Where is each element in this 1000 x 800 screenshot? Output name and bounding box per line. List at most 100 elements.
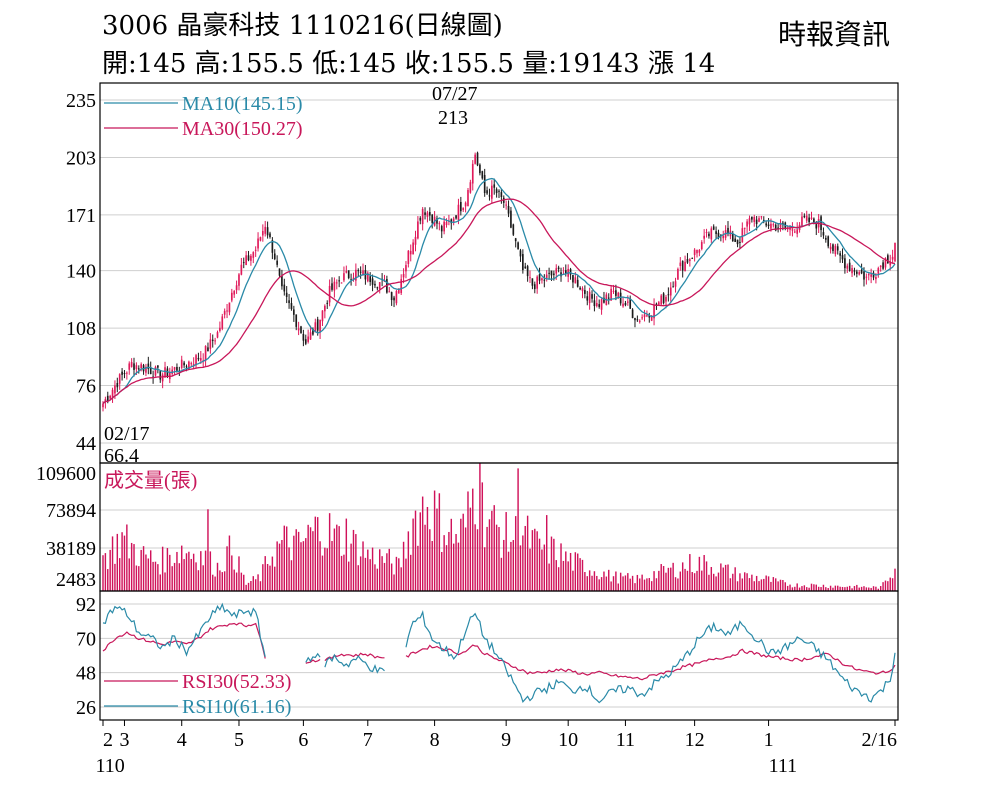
volume-bar bbox=[362, 541, 364, 591]
candle-body bbox=[598, 304, 601, 307]
candle-body bbox=[696, 249, 698, 254]
candle-body bbox=[414, 236, 417, 245]
candle-body bbox=[309, 332, 312, 340]
volume-bar bbox=[481, 482, 484, 591]
volume-bar bbox=[526, 515, 529, 591]
volume-bar bbox=[142, 546, 145, 591]
volume-bar bbox=[216, 562, 219, 591]
volume-bar bbox=[493, 505, 495, 591]
volume-y-tick-label: 2483 bbox=[56, 569, 96, 591]
volume-bar bbox=[252, 576, 255, 591]
candle-body bbox=[214, 340, 216, 342]
volume-bar bbox=[677, 578, 679, 591]
candle-body bbox=[505, 204, 507, 206]
volume-bar bbox=[610, 581, 612, 591]
candle-body bbox=[362, 270, 364, 276]
candle-body bbox=[295, 314, 298, 327]
candle-body bbox=[889, 261, 892, 266]
candle-body bbox=[345, 271, 348, 273]
candle-body bbox=[226, 310, 228, 312]
volume-bar bbox=[641, 574, 643, 591]
candle-body bbox=[426, 212, 429, 217]
volume-y-tick-label: 38189 bbox=[46, 538, 96, 560]
x-month-label: 12 bbox=[685, 729, 705, 751]
price-legend: MA10(145.15) MA30(150.27) bbox=[104, 93, 303, 140]
volume-bar bbox=[827, 588, 829, 591]
volume-bar bbox=[405, 558, 407, 591]
candle-body bbox=[192, 364, 195, 366]
candle-body bbox=[176, 366, 178, 371]
candle-body bbox=[285, 292, 288, 297]
candle-body bbox=[822, 232, 825, 236]
volume-bar bbox=[741, 578, 744, 591]
candle-body bbox=[884, 258, 887, 268]
volume-bar bbox=[161, 546, 164, 591]
volume-bar bbox=[560, 543, 562, 591]
x-month-label: 6 bbox=[298, 729, 308, 751]
volume-bar bbox=[412, 518, 414, 591]
candle-body bbox=[689, 259, 691, 261]
volume-bar bbox=[710, 566, 713, 591]
volume-bar bbox=[586, 576, 588, 591]
candle-body bbox=[624, 302, 627, 306]
candle-body bbox=[133, 363, 135, 370]
volume-bar bbox=[419, 512, 421, 591]
candle-body bbox=[338, 280, 341, 282]
candle-body bbox=[615, 290, 617, 296]
volume-bar bbox=[476, 529, 479, 591]
volume-bar bbox=[891, 578, 894, 591]
volume-bar bbox=[748, 578, 751, 591]
volume-bar bbox=[402, 541, 405, 591]
volume-bar bbox=[171, 566, 173, 591]
volume-bar bbox=[717, 572, 720, 591]
candle-body bbox=[436, 218, 438, 224]
volume-bar bbox=[328, 513, 331, 591]
volume-bar bbox=[853, 586, 856, 591]
candle-body bbox=[204, 346, 207, 361]
volume-bar bbox=[832, 587, 834, 591]
candle-body bbox=[443, 221, 445, 232]
rsi-y-tick-label: 70 bbox=[76, 628, 96, 650]
volume-bar bbox=[221, 572, 223, 591]
candle-body bbox=[591, 294, 593, 299]
volume-bar bbox=[297, 531, 300, 591]
candle-body bbox=[789, 227, 791, 230]
volume-bar bbox=[794, 586, 796, 591]
volume-bar bbox=[734, 567, 736, 591]
stock-title: 3006 晶豪科技 1110216(日線圖) bbox=[102, 11, 503, 41]
candle-body bbox=[786, 228, 789, 230]
volume-bar bbox=[665, 572, 667, 591]
candle-body bbox=[424, 212, 426, 215]
volume-bar bbox=[223, 571, 226, 591]
volume-bar bbox=[316, 517, 319, 591]
candle-body bbox=[672, 286, 674, 288]
candle-body bbox=[491, 185, 493, 199]
volume-bar bbox=[107, 569, 109, 591]
candle-body bbox=[669, 287, 672, 296]
candle-body bbox=[209, 339, 212, 349]
candle-body bbox=[581, 288, 584, 292]
volume-bar bbox=[309, 527, 312, 591]
candle-body bbox=[691, 257, 694, 259]
candle-body bbox=[560, 272, 562, 277]
volume-bar bbox=[395, 556, 398, 591]
volume-bar bbox=[598, 579, 600, 591]
volume-bar bbox=[457, 542, 460, 591]
volume-bar bbox=[114, 563, 116, 591]
candle-body bbox=[421, 208, 424, 225]
candle-body bbox=[619, 292, 622, 304]
candle-body bbox=[173, 367, 176, 370]
volume-bar bbox=[250, 581, 252, 591]
x-month-label: 10 bbox=[558, 729, 578, 751]
volume-bar bbox=[624, 575, 627, 591]
volume-bar bbox=[407, 531, 410, 591]
volume-bar bbox=[813, 584, 815, 591]
volume-bar bbox=[491, 510, 493, 591]
candle-body bbox=[297, 328, 300, 331]
volume-bar bbox=[829, 585, 832, 591]
candle-body bbox=[824, 238, 827, 240]
volume-bar bbox=[593, 571, 596, 591]
candle-body bbox=[128, 363, 131, 370]
candle-body bbox=[681, 261, 684, 271]
volume-bar bbox=[276, 541, 278, 591]
